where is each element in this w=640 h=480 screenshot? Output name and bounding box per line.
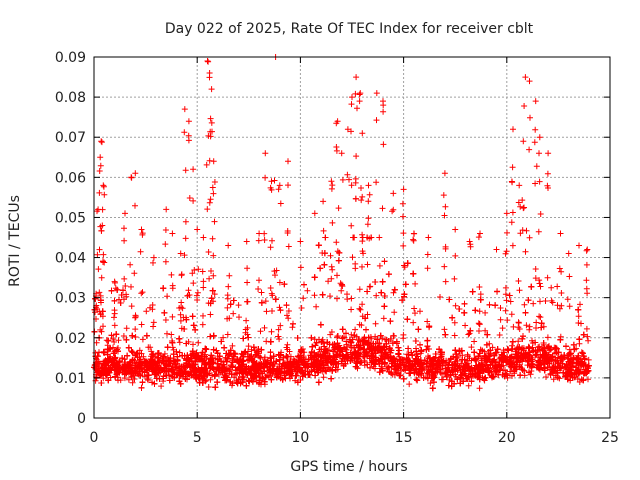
data-point (497, 366, 504, 373)
data-point (327, 293, 333, 300)
data-point (427, 380, 434, 387)
data-point (497, 305, 504, 311)
data-point (476, 385, 483, 392)
data-point (462, 322, 469, 329)
data-point (227, 366, 234, 373)
data-point (205, 384, 212, 390)
data-point (413, 376, 420, 383)
data-point (548, 284, 555, 291)
data-point (482, 309, 489, 316)
data-point (145, 344, 152, 351)
grid-lines (94, 57, 610, 418)
data-point (177, 311, 184, 318)
data-point (468, 344, 475, 351)
data-point (230, 310, 237, 317)
data-point (343, 338, 350, 345)
data-point (537, 298, 543, 305)
data-point (123, 325, 130, 332)
data-point (200, 312, 206, 319)
data-point (390, 289, 397, 296)
data-point (179, 352, 185, 359)
data-point (496, 332, 503, 338)
data-point (546, 347, 553, 354)
data-point (549, 299, 556, 306)
data-point (139, 336, 146, 343)
data-point (497, 316, 504, 323)
data-point (232, 351, 239, 358)
data-point (341, 345, 348, 352)
data-point (161, 350, 168, 357)
data-point (453, 373, 459, 380)
data-point (543, 374, 549, 380)
data-point (508, 311, 515, 318)
data-point (499, 325, 506, 332)
data-point (352, 326, 359, 333)
data-point (224, 331, 231, 338)
data-point (325, 278, 332, 285)
data-point (220, 334, 227, 341)
data-point (100, 375, 107, 382)
data-point (348, 331, 355, 338)
data-point (368, 335, 375, 342)
data-point (352, 260, 359, 267)
data-point (515, 338, 522, 345)
data-point (320, 374, 327, 381)
data-point (158, 383, 165, 390)
data-point (482, 327, 489, 334)
data-point (268, 328, 275, 335)
data-points (91, 54, 592, 392)
data-point (263, 308, 270, 315)
data-point (412, 310, 418, 317)
data-point (236, 314, 242, 321)
data-point (348, 295, 355, 302)
data-point (245, 343, 252, 350)
data-point (376, 262, 383, 269)
data-point (578, 349, 585, 356)
data-point (554, 283, 561, 290)
data-point (391, 371, 398, 378)
data-point (465, 382, 472, 389)
data-point (231, 374, 238, 381)
data-point (148, 348, 155, 355)
data-point (507, 298, 514, 305)
data-point (289, 324, 296, 331)
data-point (376, 234, 383, 241)
data-point (229, 342, 236, 349)
data-point (203, 377, 210, 384)
data-point (179, 305, 186, 312)
data-point (334, 334, 340, 341)
data-point (304, 287, 311, 294)
data-point (235, 302, 242, 309)
data-point (129, 379, 136, 386)
data-point (417, 308, 423, 315)
data-point (471, 338, 478, 345)
data-point (382, 336, 388, 343)
data-point (300, 295, 307, 302)
data-point (406, 381, 413, 388)
data-point (257, 328, 264, 335)
data-point (207, 376, 214, 383)
data-point (585, 356, 592, 363)
data-point (530, 300, 537, 307)
data-point (540, 323, 547, 330)
data-point (231, 353, 237, 360)
data-point (585, 376, 591, 383)
data-point (550, 376, 557, 383)
data-point (464, 351, 471, 358)
data-point (143, 308, 150, 315)
data-point (115, 337, 122, 344)
data-point (536, 343, 543, 350)
